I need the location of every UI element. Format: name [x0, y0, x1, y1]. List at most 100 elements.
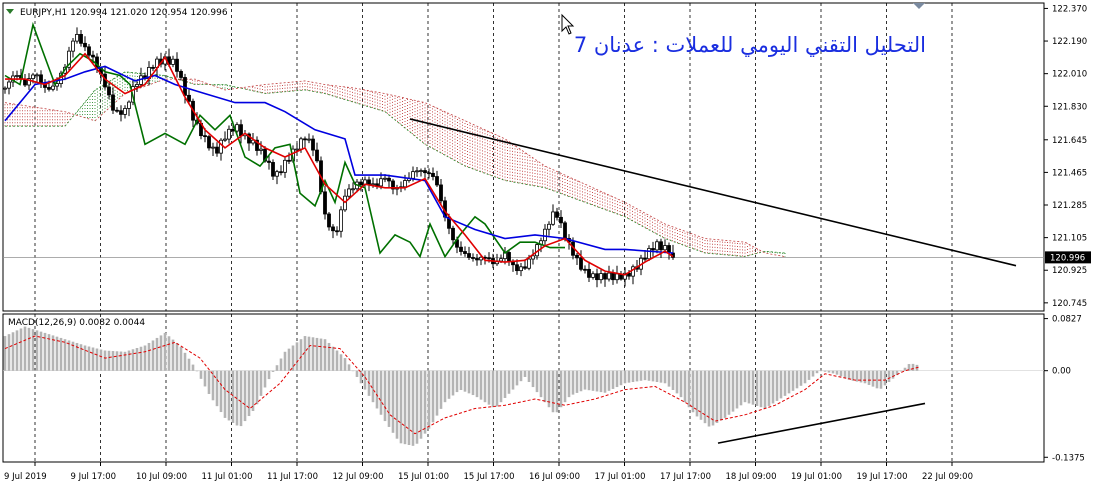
candle-bull	[591, 273, 595, 278]
macd-histogram-bar	[303, 336, 307, 371]
candle-bull	[251, 139, 255, 144]
macd-histogram-bar	[623, 370, 627, 384]
candle-bear	[119, 110, 123, 115]
macd-histogram-bar	[759, 370, 763, 408]
macd-histogram-bar	[287, 348, 291, 371]
macd-histogram-bar	[315, 337, 319, 371]
macd-histogram-bar	[295, 342, 299, 371]
candle-bear	[507, 252, 511, 262]
candle-bull	[51, 85, 55, 90]
macd-histogram-bar	[391, 370, 395, 433]
macd-histogram-bar	[203, 370, 207, 387]
candle-bear	[583, 268, 587, 271]
candle-bear	[659, 241, 663, 251]
macd-histogram-bar	[487, 370, 491, 405]
macd-histogram-bar	[443, 370, 447, 403]
macd-histogram-bar	[691, 370, 695, 413]
candle-bear	[603, 273, 607, 280]
macd-histogram-bar	[199, 370, 203, 379]
time-tick-label: 17 Jul 17:00	[660, 472, 711, 482]
candle-bull	[543, 228, 547, 242]
candle-bear	[39, 74, 43, 84]
macd-histogram-bar	[243, 370, 247, 422]
macd-histogram-bar	[79, 344, 83, 371]
macd-histogram-bar	[843, 370, 847, 379]
macd-histogram-bar	[459, 370, 463, 390]
macd-histogram-bar	[747, 370, 751, 404]
time-tick-label: 9 Jul 2019	[4, 472, 47, 482]
candle-bear	[651, 248, 655, 251]
candle-bull	[7, 81, 11, 89]
macd-histogram-bar	[675, 370, 679, 394]
macd-tick-label: -0.1375	[1052, 453, 1085, 463]
macd-histogram-bar	[67, 340, 71, 371]
time-tick-label: 22 Jul 09:00	[922, 472, 973, 482]
candle-bear	[175, 58, 179, 72]
candle-bear	[431, 172, 435, 177]
macd-histogram-bar	[475, 370, 479, 398]
macd-histogram-bar	[775, 370, 779, 401]
macd-histogram-bar	[819, 370, 823, 372]
candle-bull	[415, 170, 419, 173]
candle-bear	[239, 124, 243, 137]
macd-histogram-bar	[291, 345, 295, 371]
candle-bull	[211, 146, 215, 149]
candle-bear	[331, 226, 335, 232]
candle-bull	[283, 159, 287, 173]
candle-bear	[459, 246, 463, 252]
macd-histogram-bar	[211, 370, 215, 401]
macd-histogram-bar	[479, 370, 483, 400]
macd-histogram-bar	[727, 370, 731, 415]
macd-histogram-bar	[663, 370, 667, 384]
macd-histogram-bar	[59, 337, 63, 371]
macd-histogram-bar	[47, 334, 51, 371]
macd-histogram-bar	[903, 367, 907, 371]
price-tick-label: 120.925	[1052, 266, 1087, 276]
macd-tick-label: 0.00	[1052, 367, 1071, 377]
time-tick-label: 10 Jul 09:00	[136, 472, 187, 482]
candle-bear	[559, 216, 563, 224]
macd-histogram-bar	[87, 346, 91, 371]
macd-histogram-bar	[151, 340, 155, 371]
macd-histogram-bar	[539, 370, 543, 398]
macd-histogram-bar	[519, 370, 523, 382]
macd-histogram-bar	[275, 365, 279, 371]
macd-histogram-bar	[603, 370, 607, 393]
macd-histogram-bar	[187, 358, 191, 371]
macd-histogram-bar	[883, 370, 887, 386]
macd-histogram-bar	[703, 370, 707, 424]
macd-histogram-bar	[583, 370, 587, 390]
macd-histogram-bar	[231, 370, 235, 423]
chart-menu-triangle-icon[interactable]	[6, 9, 14, 14]
macd-histogram-bar	[863, 370, 867, 384]
macd-histogram-bar	[699, 370, 703, 420]
candle-bull	[499, 258, 503, 262]
macd-histogram-bar	[911, 363, 915, 371]
candle-bull	[347, 188, 351, 197]
candle-bear	[563, 222, 567, 239]
macd-histogram-bar	[851, 370, 855, 381]
time-tick-label: 18 Jul 09:00	[726, 472, 777, 482]
candle-bear	[323, 191, 327, 215]
candle-bear	[87, 46, 91, 56]
candle-bear	[111, 94, 115, 111]
candle-bear	[267, 160, 271, 163]
macd-histogram-bar	[195, 370, 199, 372]
macd-histogram-bar	[467, 370, 471, 394]
candle-bear	[579, 257, 583, 270]
macd-histogram-bar	[607, 370, 611, 391]
macd-histogram-bar	[123, 351, 127, 371]
macd-histogram-bar	[407, 370, 411, 445]
macd-histogram-bar	[319, 338, 323, 371]
macd-histogram-bar	[687, 370, 691, 408]
candle-bull	[127, 101, 131, 109]
current-price-label: 120.996	[1050, 253, 1085, 263]
macd-histogram-bar	[11, 332, 15, 371]
macd-histogram-bar	[115, 351, 119, 371]
macd-histogram-bar	[627, 370, 631, 383]
candle-bear	[315, 149, 319, 162]
macd-histogram-bar	[255, 370, 259, 405]
macd-histogram-bar	[371, 370, 375, 403]
macd-histogram-bar	[531, 370, 535, 388]
macd-histogram-bar	[751, 370, 755, 405]
